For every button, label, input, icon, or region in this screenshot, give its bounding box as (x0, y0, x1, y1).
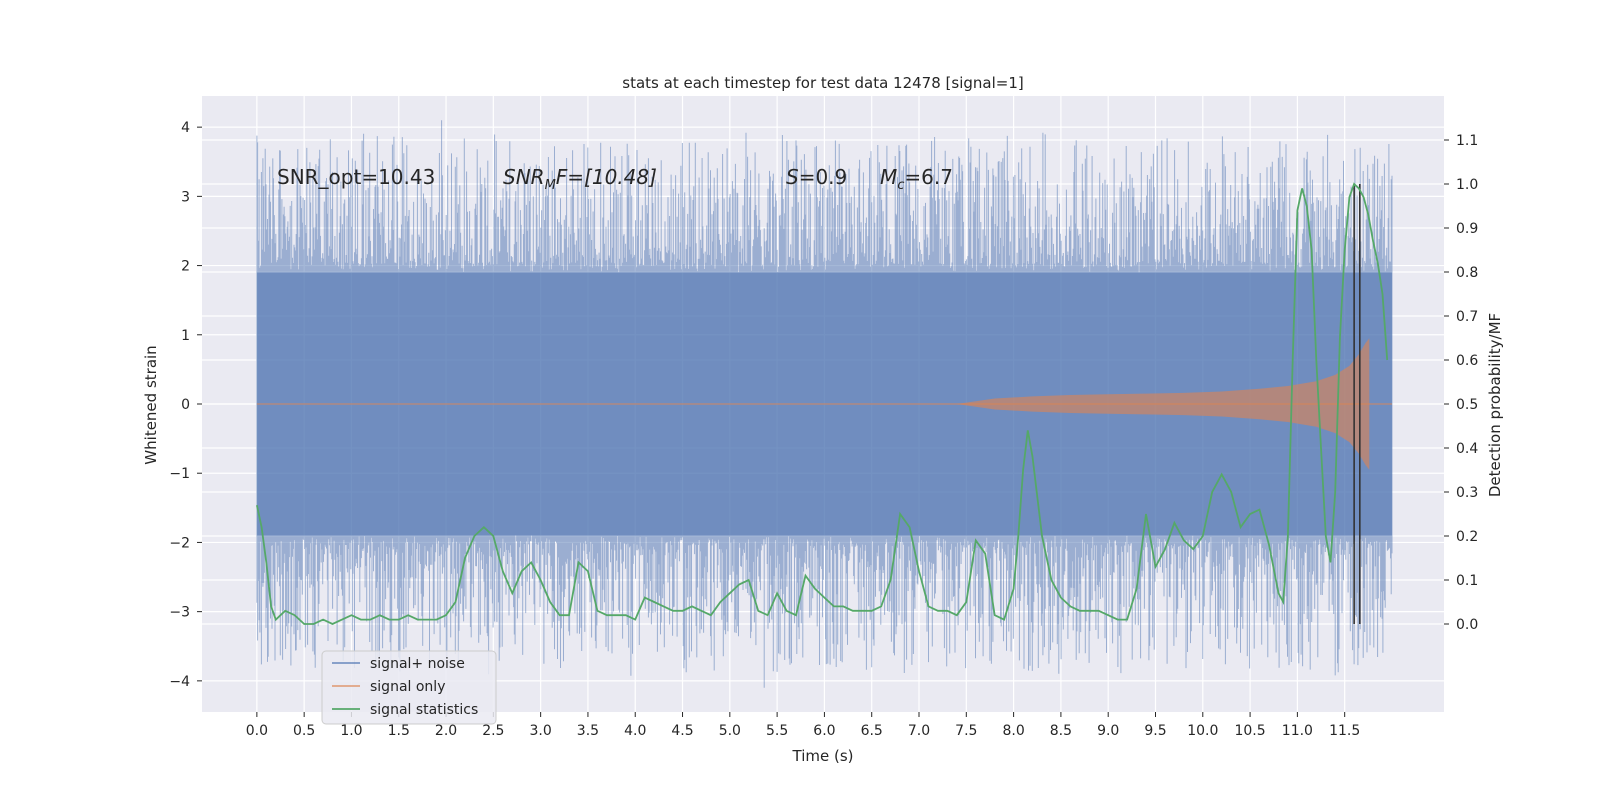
y-right-axis-ticks: 0.0 0.1 0.2 0.3 0.4 0.5 0.6 0.7 0.8 0.9 1.0 1.1 (1444, 133, 1478, 633)
chart-title: stats at each timestep for test data 124… (622, 74, 1023, 92)
statistics-line (256, 182, 1389, 625)
annotation-mc-rest: =6.7 (904, 165, 953, 189)
x-tick-label-21: 10.5 (1234, 723, 1265, 739)
x-tick-label-7: 3.5 (577, 723, 599, 739)
y-right-tick-label-9: 0.9 (1456, 221, 1478, 237)
y-left-tick-label-1: −3 (169, 605, 190, 621)
x-tick-label-10: 5.0 (719, 723, 741, 739)
x-tick-label-19: 9.5 (1144, 723, 1166, 739)
y-left-axis-ticks: −4 −3 −2 −1 0 1 2 3 4 (169, 120, 202, 690)
x-tick-label-0: 0.0 (246, 723, 268, 739)
y-right-tick-label-0: 0.0 (1456, 617, 1478, 633)
y-right-tick-label-10: 1.0 (1456, 177, 1478, 193)
x-tick-label-20: 10.0 (1187, 723, 1218, 739)
x-tick-label-18: 9.0 (1097, 723, 1119, 739)
y-left-tick-label-4: 0 (181, 397, 190, 413)
legend: signal+ noise signal only signal statist… (321, 650, 497, 725)
annotation-snr-mf: SNRMF=[10.48] (503, 165, 657, 193)
y-right-tick-label-11: 1.1 (1456, 133, 1478, 149)
marker-lines (1353, 184, 1361, 624)
x-tick-label-3: 1.5 (388, 723, 410, 739)
x-tick-label-14: 7.0 (908, 723, 930, 739)
x-tick-label-17: 8.5 (1050, 723, 1072, 739)
x-tick-label-6: 3.0 (530, 723, 552, 739)
x-axis-title: Time (s) (792, 747, 854, 765)
y-right-tick-label-6: 0.6 (1456, 353, 1478, 369)
series-signal-only (256, 338, 1392, 470)
x-tick-label-9: 4.5 (671, 723, 693, 739)
annotation-s-rest: =0.9 (799, 165, 848, 189)
y-left-tick-label-0: −4 (169, 674, 190, 690)
annotation-snr-mf-base: SNR (503, 165, 545, 189)
y-left-tick-label-2: −2 (169, 535, 190, 551)
y-left-tick-label-7: 3 (181, 189, 190, 205)
annotation-s: S=0.9 (786, 165, 847, 189)
y-left-tick-label-3: −1 (169, 466, 190, 482)
x-tick-label-23: 11.5 (1329, 723, 1360, 739)
x-tick-label-2: 1.0 (340, 723, 362, 739)
annotation-mc-sub: c (897, 178, 904, 193)
legend-label-signal-statistics: signal statistics (370, 702, 478, 718)
legend-label-signal-noise: signal+ noise (370, 656, 465, 672)
x-tick-label-22: 11.0 (1282, 723, 1313, 739)
annotation-mc-var: M (880, 165, 897, 189)
x-tick-label-8: 4.0 (624, 723, 646, 739)
x-tick-label-11: 5.5 (766, 723, 788, 739)
x-axis-ticks: 0.0 0.5 1.0 1.5 2.0 2.5 3.0 3.5 4.0 4.5 5.0 5.5 6.0 6… (246, 712, 1360, 739)
y-right-tick-label-8: 0.8 (1456, 265, 1478, 281)
y-right-tick-label-1: 0.1 (1456, 573, 1478, 589)
legend-label-signal-only: signal only (370, 679, 445, 695)
y-axis-right-title: Detection probability/MF (1486, 313, 1504, 497)
y-right-tick-label-7: 0.7 (1456, 309, 1478, 325)
x-tick-label-13: 6.5 (861, 723, 883, 739)
legend-box (321, 650, 497, 725)
x-tick-label-5: 2.5 (482, 723, 504, 739)
noise-trace (256, 120, 1393, 688)
annotation-snr-mf-sub: M (545, 178, 556, 193)
annotation-snr-opt: SNR_opt=10.43 (277, 165, 435, 189)
y-left-tick-label-8: 4 (181, 120, 190, 136)
y-axis-left-title: Whitened strain (142, 345, 160, 464)
y-left-tick-label-5: 1 (181, 328, 190, 344)
annotation-snr-mf-rest: F=[10.48] (556, 165, 657, 189)
x-tick-label-15: 7.5 (955, 723, 977, 739)
annotation-s-var: S (786, 165, 799, 189)
x-tick-label-1: 0.5 (293, 723, 315, 739)
annotation-mc: Mc=6.7 (880, 165, 953, 193)
y-right-tick-label-5: 0.5 (1456, 397, 1478, 413)
y-right-tick-label-3: 0.3 (1456, 485, 1478, 501)
x-tick-label-4: 2.0 (435, 723, 457, 739)
series-signal-statistics (256, 182, 1389, 625)
y-right-tick-label-4: 0.4 (1456, 441, 1478, 457)
x-tick-label-16: 8.0 (1002, 723, 1024, 739)
y-right-tick-label-2: 0.2 (1456, 529, 1478, 545)
y-left-tick-label-6: 2 (181, 259, 190, 275)
x-tick-label-12: 6.0 (813, 723, 835, 739)
